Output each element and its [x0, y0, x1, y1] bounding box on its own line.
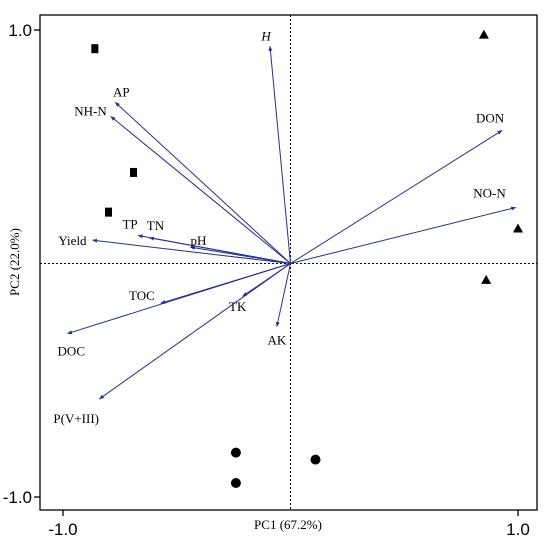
- vector-don: [290, 129, 503, 264]
- vector-label: DOC: [58, 344, 85, 359]
- vector-label: NH-N: [74, 103, 107, 118]
- vector-label: TP: [122, 216, 137, 231]
- vector-ak: [275, 263, 291, 328]
- vector-ph: [189, 245, 291, 264]
- vector-label: NO-N: [473, 185, 506, 200]
- vector-label: pH: [190, 233, 206, 248]
- tick-labels: -1.0 1.0 1.0 -1.0: [3, 21, 530, 539]
- axis-ticks: [34, 29, 519, 516]
- square-point: [105, 207, 112, 217]
- vector-ap: [114, 102, 291, 264]
- triangle-point: [481, 274, 492, 284]
- plot-frame: [39, 14, 538, 511]
- x-axis-title: PC1 (67.2%): [254, 517, 322, 532]
- vector-label: Yield: [58, 233, 87, 248]
- sample-points: [91, 29, 523, 488]
- vector-label: TK: [229, 299, 247, 314]
- vector-label: TN: [147, 218, 165, 233]
- x-tick-label: 1.0: [506, 520, 530, 539]
- vector-label: TOC: [129, 288, 155, 303]
- vector-label: DON: [476, 110, 505, 125]
- triangle-point: [513, 223, 523, 233]
- circle-point: [230, 477, 241, 488]
- circle-point: [230, 447, 241, 458]
- vector-nh-n: [110, 116, 291, 264]
- vector-h: [268, 45, 291, 264]
- vector-p-v-iii-: [98, 263, 291, 400]
- y-tick-label: -1.0: [3, 488, 32, 507]
- square-point: [91, 44, 99, 54]
- vector-label: P(V+III): [53, 411, 99, 426]
- x-tick-label: -1.0: [48, 520, 77, 539]
- circle-point: [310, 454, 321, 465]
- square-point: [130, 167, 138, 177]
- vector-yield: [92, 238, 291, 264]
- vector-label: AP: [113, 84, 130, 99]
- y-axis-title: PC2 (22.0%): [7, 228, 22, 296]
- vector-doc: [67, 263, 291, 335]
- triangle-point: [478, 29, 489, 39]
- y-tick-label: 1.0: [8, 21, 32, 40]
- vector-label: AK: [267, 333, 286, 348]
- vector-no-n: [290, 206, 517, 264]
- vector-label: H: [260, 28, 271, 43]
- loading-vectors: H AP NH-N DON NO-N TP TN Yield pH TOC TK AK DOC P(V+I…: [53, 28, 517, 426]
